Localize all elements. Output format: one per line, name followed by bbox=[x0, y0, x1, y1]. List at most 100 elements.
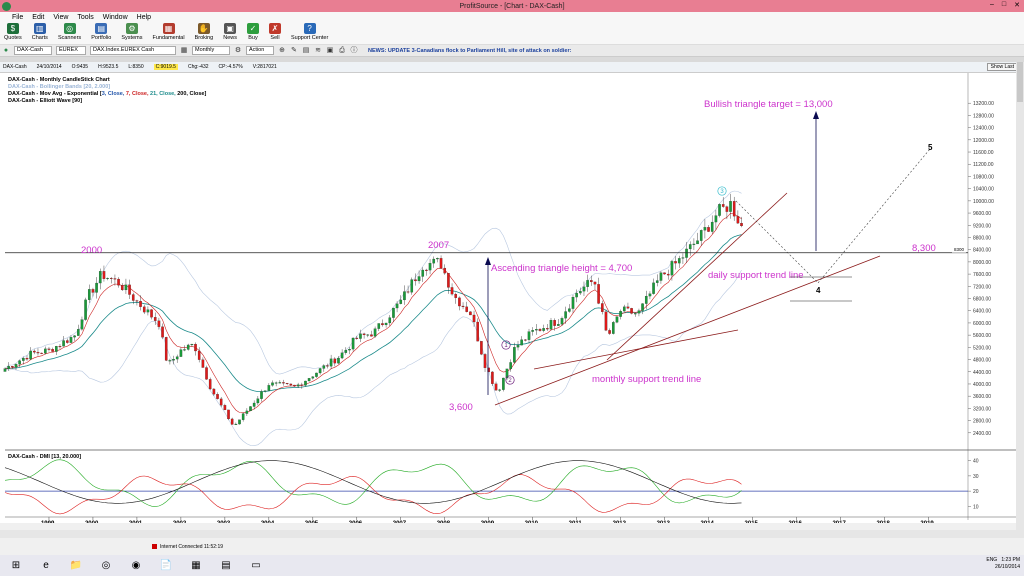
candle-body bbox=[260, 391, 263, 399]
candle-body bbox=[337, 357, 340, 364]
quote-close: C:9019.5 bbox=[153, 64, 178, 70]
dmi-tick-label: 10 bbox=[973, 504, 979, 510]
action-menu[interactable]: Action bbox=[246, 46, 274, 55]
menu-edit[interactable]: Edit bbox=[32, 14, 45, 21]
menu-window[interactable]: Window bbox=[102, 14, 128, 21]
ema-7-line bbox=[4, 212, 742, 414]
date-tick-label: 2003 bbox=[217, 521, 231, 523]
taskbar-app-icon[interactable]: ◎ bbox=[101, 560, 111, 571]
chart-area[interactable]: 2400.00 2800.00 3200.00 3600.00 4000.00 4400.… bbox=[0, 73, 1016, 527]
candle-body bbox=[285, 382, 289, 385]
candle-body bbox=[641, 303, 644, 311]
taskbar-app-icon[interactable]: ◉ bbox=[131, 560, 141, 571]
quote-high: H:9523.5 bbox=[98, 64, 119, 70]
date-tick-label: 2002 bbox=[173, 521, 187, 523]
price-chart-svg[interactable]: 2400.00 2800.00 3200.00 3600.00 4000.00 4400.… bbox=[0, 73, 1016, 527]
show-last-button[interactable]: Show Last bbox=[986, 63, 1018, 71]
start-button-icon[interactable]: ⊞ bbox=[11, 560, 21, 571]
dmi-tick-label: 20 bbox=[973, 489, 979, 495]
candle-body bbox=[95, 282, 98, 293]
tray-language[interactable]: ENG bbox=[986, 557, 998, 563]
bullish-target-annotation: Bullish triangle target = 13,000 bbox=[704, 99, 833, 110]
candle-body bbox=[164, 337, 168, 361]
news-ticker[interactable]: NEWS: UPDATE 3-Canadians flock to Parlia… bbox=[368, 47, 572, 54]
candle-body bbox=[307, 378, 311, 382]
candle-body bbox=[513, 347, 516, 363]
period-select[interactable]: Monthly bbox=[192, 46, 230, 55]
minimize-button[interactable]: – bbox=[989, 1, 994, 8]
candle-body bbox=[11, 366, 14, 368]
candle-body bbox=[659, 272, 663, 281]
draw-icon[interactable]: ✎ bbox=[291, 46, 297, 54]
date-tick-label: 2015 bbox=[745, 521, 759, 523]
indicator-icon[interactable]: ≋ bbox=[315, 46, 321, 54]
taskbar-app-icon[interactable]: 📄 bbox=[159, 560, 173, 571]
price-tick-label: 8000.00 bbox=[973, 260, 991, 266]
candle-body bbox=[55, 346, 58, 352]
buy-icon: ✓ bbox=[247, 23, 259, 34]
candle-body bbox=[432, 258, 436, 264]
taskbar-app-icon[interactable]: 📁 bbox=[69, 560, 83, 571]
systems-button[interactable]: ⚙ Systems bbox=[121, 23, 142, 41]
taskbar-app-icon[interactable]: ▦ bbox=[191, 560, 201, 571]
print-icon[interactable]: ⎙ bbox=[339, 46, 345, 54]
vertical-scrollbar[interactable] bbox=[1016, 62, 1024, 548]
date-tick-label: 1999 bbox=[41, 521, 55, 523]
close-button[interactable]: ✕ bbox=[1014, 2, 1020, 9]
candle-body bbox=[362, 333, 366, 336]
taskbar-app-icon[interactable]: ▤ bbox=[221, 560, 231, 571]
menu-file[interactable]: File bbox=[12, 14, 24, 21]
menu-help[interactable]: Help bbox=[136, 14, 152, 21]
candle-body bbox=[458, 297, 461, 307]
candle-body bbox=[736, 216, 740, 224]
taskbar-app-icon[interactable]: ▭ bbox=[251, 560, 261, 571]
tray-time[interactable]: 1:23 PM bbox=[1001, 557, 1020, 563]
scanners-button[interactable]: ◎ Scanners bbox=[58, 23, 81, 41]
tray-date[interactable]: 26/10/2014 bbox=[994, 564, 1020, 570]
app-logo-icon bbox=[2, 1, 11, 11]
quote-open: O:9435 bbox=[71, 64, 89, 70]
broking-button[interactable]: ✋ Broking bbox=[195, 23, 213, 41]
quote-symbol: DAX-Cash bbox=[3, 64, 27, 70]
quote-change: Chg:-432 bbox=[187, 64, 209, 70]
candle-body bbox=[469, 311, 472, 316]
symbol-input[interactable]: DAX-Cash bbox=[14, 46, 52, 55]
zoom-icon[interactable]: ⊕ bbox=[279, 46, 285, 54]
symbol-description-field[interactable]: DAX.Index.EUREX Cash bbox=[90, 46, 176, 55]
quotes-button[interactable]: $ Quotes bbox=[4, 23, 22, 41]
maximize-button[interactable]: □ bbox=[1001, 1, 1007, 8]
candle-body bbox=[256, 398, 260, 404]
quote-date: 24/10/2014 bbox=[36, 64, 62, 70]
menu-view[interactable]: View bbox=[53, 14, 69, 21]
candle-body bbox=[293, 384, 296, 387]
taskbar-app-icon[interactable]: e bbox=[43, 560, 49, 571]
save-icon[interactable]: ▣ bbox=[326, 46, 334, 54]
candle-body bbox=[579, 291, 582, 294]
charts-button[interactable]: ▥ Charts bbox=[32, 23, 48, 41]
grid-icon[interactable]: ▤ bbox=[302, 46, 310, 54]
info-icon[interactable]: ⓘ bbox=[350, 46, 358, 54]
sell-button[interactable]: ✗ Sell bbox=[269, 23, 281, 41]
candle-body bbox=[399, 299, 403, 304]
candle-body bbox=[718, 204, 721, 216]
vertical-scroll-thumb[interactable] bbox=[1017, 62, 1023, 102]
menu-tools[interactable]: Tools bbox=[77, 14, 94, 21]
buy-button[interactable]: ✓ Buy bbox=[247, 23, 259, 41]
fundamental-button[interactable]: ▦ Fundamental bbox=[152, 23, 185, 41]
news-button[interactable]: ▣ News bbox=[223, 23, 237, 41]
candle-body bbox=[300, 384, 304, 386]
candle-body bbox=[509, 362, 512, 370]
candle-body bbox=[142, 306, 146, 313]
exchange-select[interactable]: EUREX bbox=[56, 46, 86, 55]
candle-body bbox=[443, 267, 447, 274]
wave-4-label: 4 bbox=[816, 286, 821, 295]
horizontal-scrollbar[interactable] bbox=[0, 530, 1016, 538]
candle-body bbox=[604, 311, 608, 331]
systems-icon: ⚙ bbox=[125, 23, 138, 34]
candle-body bbox=[175, 356, 179, 360]
date-tick-label: 2007 bbox=[393, 521, 407, 523]
portfolio-button[interactable]: ▤ Portfolio bbox=[91, 23, 111, 41]
support-center-button[interactable]: ? Support Center bbox=[291, 23, 328, 41]
candle-body bbox=[729, 201, 732, 212]
candle-body bbox=[370, 334, 373, 337]
